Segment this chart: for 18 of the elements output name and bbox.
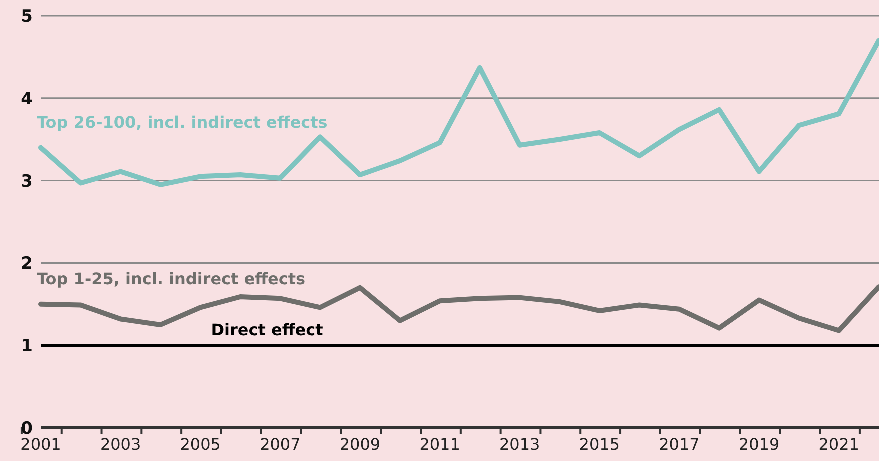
y-tick-label: 3 (21, 172, 33, 192)
x-tick-label: 2011 (420, 435, 460, 454)
x-tick-label: 2009 (340, 435, 381, 454)
x-tick-label: 2019 (738, 435, 780, 454)
y-tick-label: 5 (21, 7, 33, 28)
y-tick-label: 4 (21, 89, 34, 110)
y-tick-label: 1 (21, 336, 33, 357)
x-tick-label: 2013 (500, 435, 540, 454)
x-tick-label: 2021 (818, 435, 860, 454)
ref-line-label: Direct effect (211, 320, 324, 340)
series-label: Top 1-25, incl. indirect effects (37, 269, 306, 288)
x-tick-label: 2005 (180, 435, 221, 454)
series-label: Top 26-100, incl. indirect effects (37, 112, 328, 132)
x-tick-label: 2015 (579, 435, 620, 454)
x-tick-label: 2007 (260, 435, 301, 454)
x-tick-label: 2003 (100, 435, 142, 454)
x-tick-label: 2017 (659, 435, 700, 454)
y-tick-label: 2 (21, 254, 33, 274)
